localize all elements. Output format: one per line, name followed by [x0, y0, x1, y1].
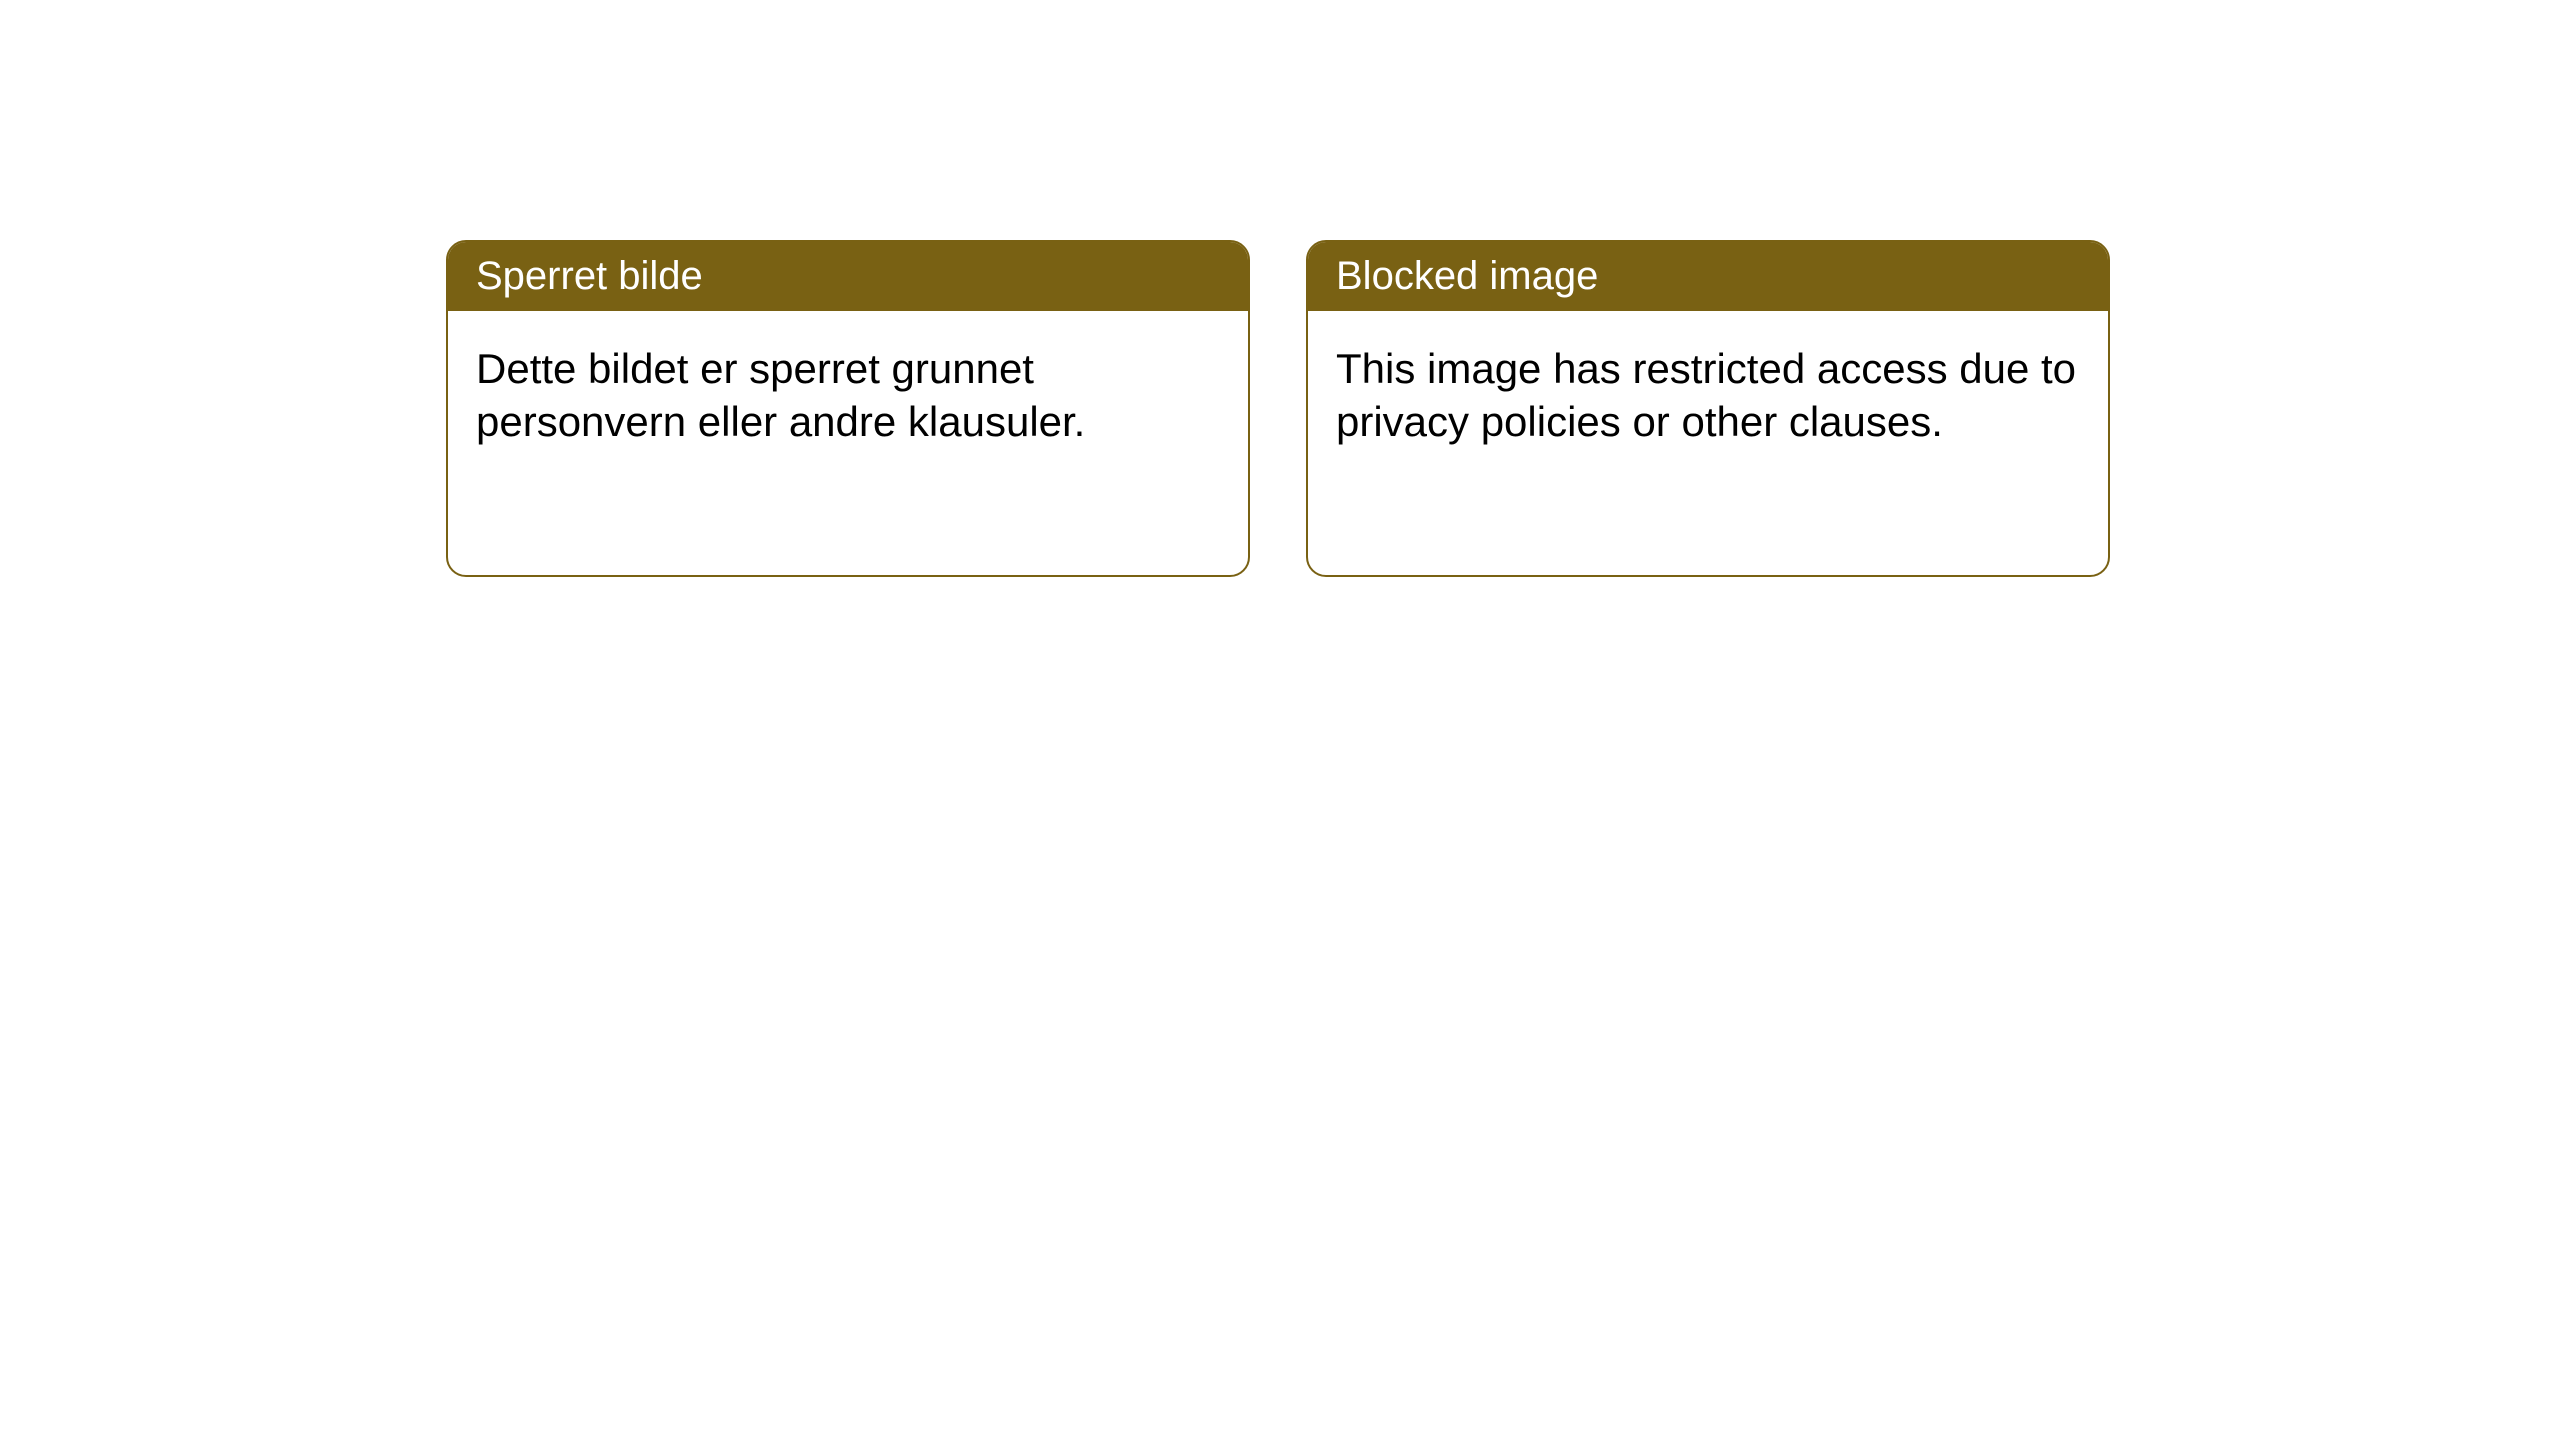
notice-title: Blocked image — [1308, 242, 2108, 311]
notice-card-norwegian: Sperret bilde Dette bildet er sperret gr… — [446, 240, 1250, 577]
notice-card-english: Blocked image This image has restricted … — [1306, 240, 2110, 577]
notice-container: Sperret bilde Dette bildet er sperret gr… — [446, 240, 2110, 577]
notice-body: This image has restricted access due to … — [1308, 311, 2108, 480]
notice-title: Sperret bilde — [448, 242, 1248, 311]
notice-body: Dette bildet er sperret grunnet personve… — [448, 311, 1248, 480]
